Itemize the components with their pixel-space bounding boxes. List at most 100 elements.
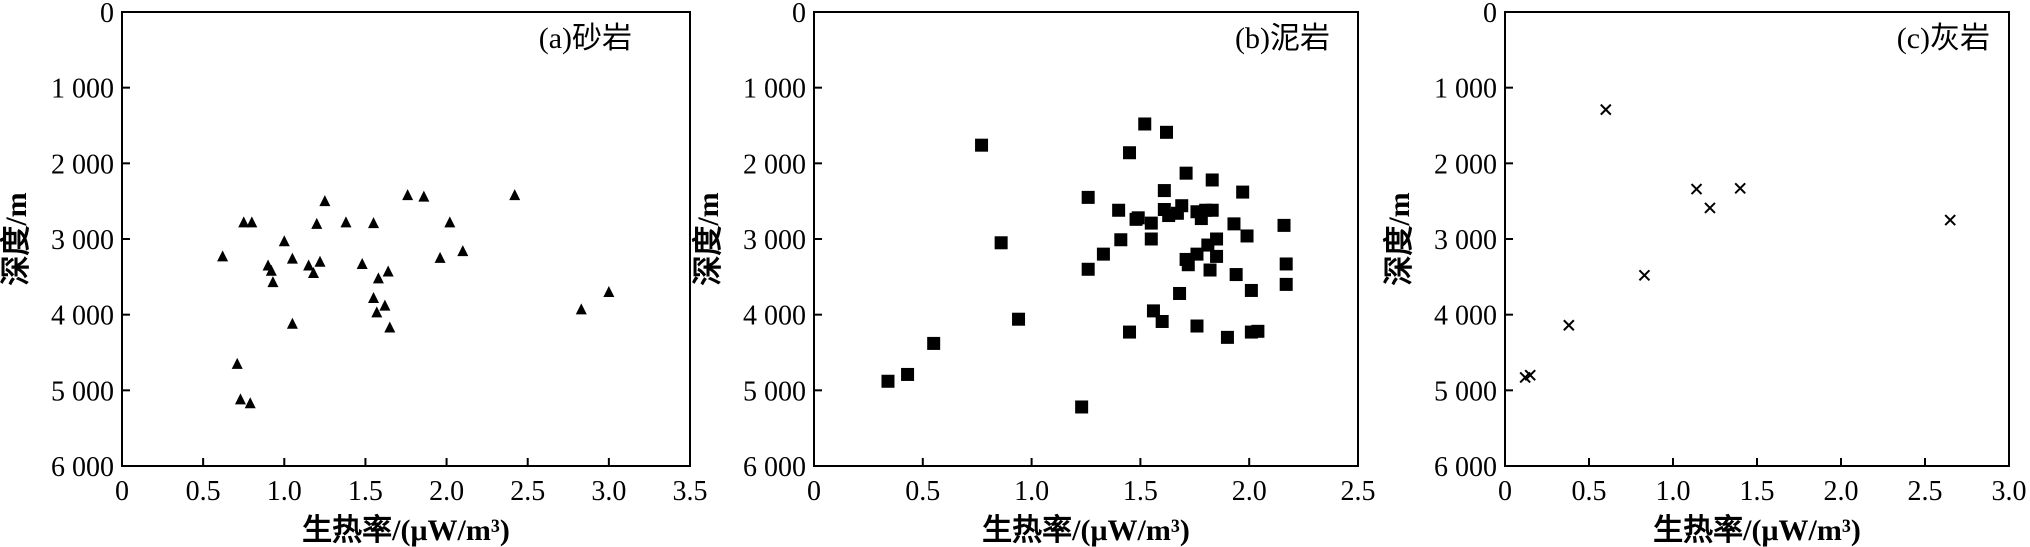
data-point-square [1123, 325, 1137, 339]
panel-title: (b)泥岩 [1235, 22, 1330, 55]
data-point-triangle [217, 250, 229, 262]
data-point-square [1240, 229, 1254, 243]
plot-frame [813, 11, 1359, 467]
data-point-square [1096, 247, 1110, 261]
panel-3: 0 0.5 1.0 1.5 2.0 2.5 3.0 0 1 000 2 000 3 000 4 000… [1383, 0, 2027, 547]
data-point-square [1075, 400, 1089, 414]
x-tick-label: 0 [115, 476, 129, 507]
data-point-x [1600, 103, 1612, 116]
data-point-square [1012, 312, 1026, 326]
data-point-square [1210, 249, 1224, 263]
x-tick-label: 3.0 [591, 476, 626, 507]
y-axis-label: 深度/m [0, 192, 33, 285]
data-point-triangle [267, 276, 279, 288]
data-point-x [1690, 183, 1703, 195]
y-tick-label: 4 000 [51, 301, 114, 332]
data-point-triangle [368, 292, 380, 304]
x-tick-label: 2.0 [429, 476, 464, 507]
data-point-triangle [509, 189, 521, 201]
data-point-triangle [402, 189, 414, 201]
y-axis-label: 深度/m [692, 192, 725, 285]
data-point-triangle [371, 306, 383, 318]
y-tick-label: 3 000 [1434, 225, 1497, 256]
y-tick-label: 3 000 [743, 225, 806, 256]
y-tick-label: 6 000 [51, 452, 114, 483]
data-point-square [1146, 304, 1160, 318]
x-axis-label: 生热率/(μW/m³) [302, 514, 510, 547]
data-point-triangle [382, 265, 394, 277]
data-point-x [1734, 182, 1746, 195]
y-axis-label: 深度/m [1383, 192, 1416, 285]
y-tick-label: 6 000 [1434, 452, 1497, 483]
data-point-x [1944, 214, 1956, 226]
data-point-square [1277, 218, 1291, 232]
y-tick-label: 2 000 [743, 149, 806, 180]
data-point-square [1251, 324, 1265, 338]
y-tick-label: 1 000 [51, 74, 114, 105]
data-point-square [1220, 330, 1234, 344]
data-point-square [1203, 263, 1217, 277]
data-point-triangle [340, 216, 352, 228]
data-point-triangle [278, 235, 290, 247]
y-tick-label: 0 [100, 0, 114, 29]
data-point-square [1131, 211, 1145, 225]
data-point-triangle [265, 264, 277, 276]
x-tick-label: 1.0 [1656, 476, 1691, 507]
x-tick-label: 2.0 [1232, 476, 1267, 507]
y-tick-label: 1 000 [1434, 74, 1497, 105]
x-tick-label: 0.5 [905, 476, 940, 507]
data-point-square [1144, 216, 1158, 230]
data-point-square [881, 374, 895, 388]
data-point-square [1244, 283, 1258, 297]
data-point-triangle [457, 245, 469, 257]
data-point-triangle [231, 357, 243, 369]
x-tick-label: 3.0 [1992, 476, 2027, 507]
plot-frame [121, 11, 691, 467]
y-tick-label: 4 000 [1434, 301, 1497, 332]
x-axis-label: 生热率/(μW/m³) [982, 514, 1190, 547]
data-point-x [1638, 269, 1651, 282]
data-point-square [1173, 286, 1187, 300]
plot-frame [1504, 11, 2010, 467]
y-tick-label: 5 000 [1434, 376, 1497, 407]
data-point-square [1138, 117, 1152, 131]
data-point-x [1704, 202, 1716, 214]
y-tick-label: 3 000 [51, 225, 114, 256]
y-tick-label: 6 000 [743, 452, 806, 483]
panel-1: 0 0.5 1.0 1.5 2.0 2.5 3.0 3.5 0 1 000 2 000 3 000 4 … [0, 0, 708, 547]
data-point-square [1190, 319, 1204, 333]
data-point-x [1563, 319, 1575, 331]
x-tick-label: 1.0 [267, 476, 302, 507]
data-point-triangle [286, 252, 298, 264]
y-tick-label: 0 [1483, 0, 1497, 29]
data-point-triangle [368, 217, 380, 229]
data-point-x [1524, 369, 1536, 381]
y-tick-label: 2 000 [51, 149, 114, 180]
data-point-square [1081, 262, 1095, 276]
x-tick-label: 3.5 [673, 476, 708, 507]
x-tick-label: 0.5 [186, 476, 221, 507]
data-point-triangle [314, 255, 326, 267]
data-point-triangle [244, 397, 256, 409]
y-tick-label: 5 000 [743, 376, 806, 407]
x-tick-label: 1.0 [1014, 476, 1049, 507]
y-tick-label: 0 [792, 0, 806, 29]
data-point-square [1179, 166, 1193, 180]
x-tick-label: 1.5 [1740, 476, 1775, 507]
x-tick-label: 0 [807, 476, 821, 507]
data-point-square [1175, 199, 1189, 213]
data-point-square [1081, 190, 1095, 204]
data-point-triangle [379, 299, 391, 311]
x-tick-label: 1.5 [1123, 476, 1158, 507]
data-point-square [1157, 184, 1171, 198]
x-tick-label: 0 [1498, 476, 1512, 507]
y-tick-label: 5 000 [51, 376, 114, 407]
data-point-square [1236, 185, 1250, 199]
data-point-square [1229, 268, 1243, 282]
data-point-square [1144, 232, 1158, 246]
y-tick-label: 2 000 [1434, 149, 1497, 180]
data-point-triangle [356, 257, 368, 269]
data-point-square [1227, 217, 1241, 231]
data-point-square [1190, 247, 1204, 261]
